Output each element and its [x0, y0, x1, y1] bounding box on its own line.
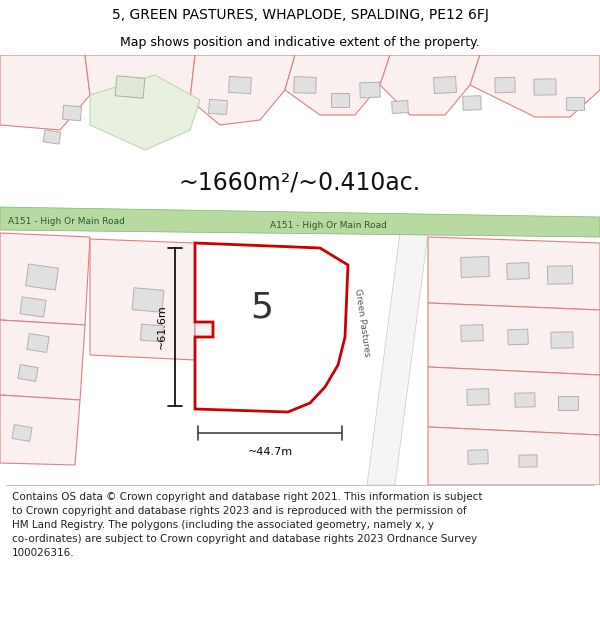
- Bar: [461, 324, 483, 341]
- Bar: [294, 77, 316, 93]
- Polygon shape: [428, 427, 600, 485]
- Bar: [331, 93, 349, 107]
- Text: ~1660m²/~0.410ac.: ~1660m²/~0.410ac.: [179, 171, 421, 195]
- Bar: [27, 334, 49, 352]
- Bar: [62, 105, 82, 121]
- Bar: [115, 76, 145, 98]
- Polygon shape: [0, 233, 90, 325]
- Bar: [18, 364, 38, 381]
- Text: ~44.7m: ~44.7m: [247, 447, 293, 457]
- Bar: [519, 455, 537, 467]
- Bar: [360, 82, 380, 98]
- Bar: [12, 424, 32, 441]
- Polygon shape: [367, 233, 428, 485]
- Bar: [495, 77, 515, 93]
- Bar: [209, 99, 227, 114]
- Polygon shape: [0, 55, 90, 130]
- Bar: [140, 324, 164, 342]
- Bar: [534, 79, 556, 95]
- Bar: [392, 101, 409, 113]
- Polygon shape: [0, 395, 80, 465]
- Polygon shape: [0, 320, 85, 400]
- Bar: [43, 130, 61, 144]
- Bar: [229, 76, 251, 94]
- Bar: [233, 296, 263, 318]
- Polygon shape: [90, 239, 195, 360]
- Text: A151 - High Or Main Road: A151 - High Or Main Road: [8, 217, 125, 226]
- Polygon shape: [380, 55, 480, 115]
- Bar: [551, 332, 573, 348]
- Bar: [20, 297, 46, 317]
- Bar: [515, 393, 535, 407]
- Bar: [467, 389, 489, 406]
- Text: 5: 5: [251, 290, 274, 324]
- Bar: [434, 76, 457, 94]
- Text: Map shows position and indicative extent of the property.: Map shows position and indicative extent…: [120, 36, 480, 49]
- Bar: [132, 288, 164, 312]
- Polygon shape: [0, 207, 600, 237]
- Text: Green Pastures: Green Pastures: [353, 288, 371, 357]
- Bar: [463, 96, 481, 110]
- Polygon shape: [470, 55, 600, 117]
- Bar: [566, 96, 584, 109]
- Polygon shape: [428, 303, 600, 375]
- Text: A151 - High Or Main Road: A151 - High Or Main Road: [270, 221, 387, 229]
- Bar: [26, 264, 58, 290]
- Text: Contains OS data © Crown copyright and database right 2021. This information is : Contains OS data © Crown copyright and d…: [12, 492, 482, 558]
- PathPatch shape: [195, 243, 348, 412]
- Text: 5, GREEN PASTURES, WHAPLODE, SPALDING, PE12 6FJ: 5, GREEN PASTURES, WHAPLODE, SPALDING, P…: [112, 8, 488, 22]
- Polygon shape: [285, 55, 390, 115]
- Bar: [508, 329, 528, 345]
- Polygon shape: [190, 55, 295, 125]
- Bar: [507, 262, 529, 279]
- Bar: [468, 449, 488, 464]
- Bar: [547, 266, 572, 284]
- Polygon shape: [90, 75, 200, 150]
- Bar: [558, 396, 578, 410]
- Polygon shape: [195, 243, 310, 363]
- Text: ~61.6m: ~61.6m: [157, 304, 167, 349]
- Bar: [461, 256, 490, 278]
- Polygon shape: [428, 367, 600, 435]
- Polygon shape: [428, 237, 600, 310]
- Polygon shape: [85, 55, 195, 125]
